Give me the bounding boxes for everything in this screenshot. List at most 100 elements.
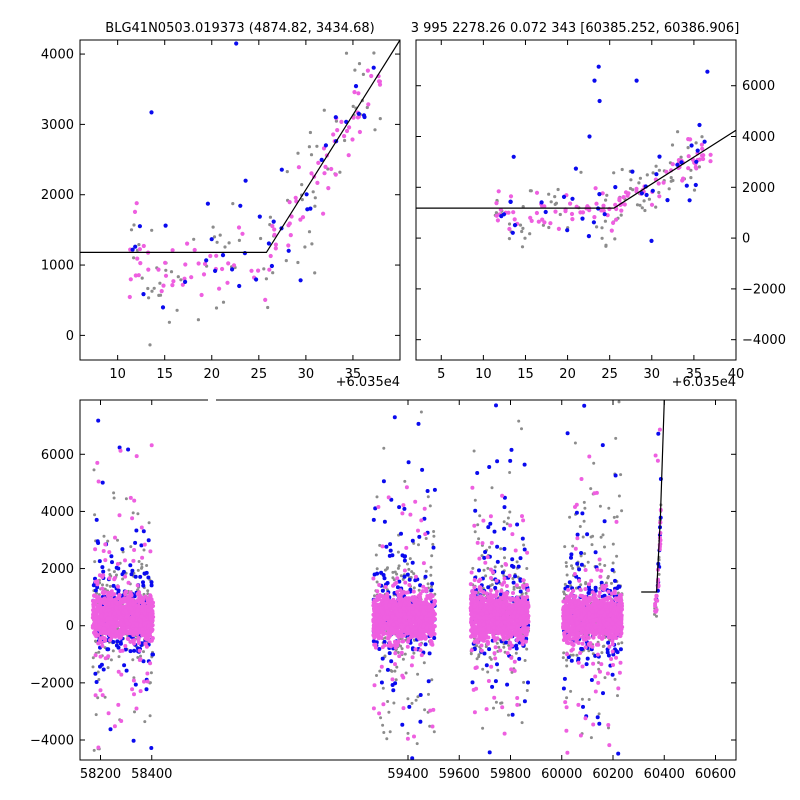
point-gray [520,427,523,431]
point-blue [610,672,615,677]
point-blue [130,568,135,573]
point-gray [640,206,644,210]
point-magenta [135,598,140,603]
point-blue [654,172,659,177]
point-gray [568,515,572,519]
point-blue [106,647,111,652]
point-magenta [424,625,429,631]
point-gray [512,585,516,589]
point-blue [95,585,100,590]
point-gray [521,226,525,230]
point-gray [590,543,594,547]
point-magenta [623,190,629,195]
point-gray [569,689,573,693]
point-magenta [397,618,403,623]
point-magenta [520,642,525,647]
point-magenta [296,165,301,170]
point-blue [509,447,514,452]
point-blue [486,585,491,590]
point-magenta [170,283,175,288]
point-gray [101,583,104,587]
point-gray [103,587,107,591]
point-blue [508,199,513,204]
point-magenta [373,642,378,647]
point-magenta [475,637,480,643]
point-magenta [231,263,237,268]
point-gray [631,188,635,192]
point-magenta [366,102,371,107]
point-magenta [509,618,514,623]
point-gray [97,650,101,654]
point-gray [106,539,110,543]
point-gray [388,730,392,734]
point-magenta [114,600,119,605]
point-blue [242,251,247,256]
panel-top-right-points [493,64,713,249]
point-blue [539,200,544,205]
point-gray [365,105,369,110]
point-blue [512,223,518,228]
point-blue [593,585,598,590]
point-gray [423,708,427,712]
point-gray [152,286,156,290]
point-magenta [335,128,340,133]
point-gray [259,236,263,241]
point-magenta [393,639,397,644]
point-gray [558,212,562,217]
panel-top-left-offset-label: +6.035e4 [336,375,400,390]
point-magenta [408,634,414,639]
point-gray [403,479,407,483]
point-magenta [508,523,513,528]
point-gray [475,644,478,648]
point-magenta [372,616,378,622]
point-gray [218,233,222,237]
point-magenta [123,608,128,613]
point-magenta [201,272,207,277]
point-magenta [393,651,398,656]
point-magenta [147,598,153,603]
point-magenta [534,190,540,195]
point-gray [372,51,376,55]
point-magenta [404,596,409,601]
point-magenta [421,624,426,629]
point-blue [298,278,303,283]
point-gray [469,652,473,656]
point-magenta [478,603,483,608]
point-gray [212,235,217,239]
point-blue [522,699,527,704]
point-magenta [697,157,702,162]
point-magenta [511,597,516,602]
point-magenta [399,650,404,655]
point-magenta [501,603,506,609]
point-magenta [388,619,394,624]
point-gray [428,504,432,508]
point-gray [148,343,152,347]
point-magenta [395,633,400,638]
point-magenta [504,584,509,588]
point-gray [375,495,379,499]
point-gray [580,697,584,701]
point-gray [599,535,603,539]
point-magenta [139,614,144,619]
point-magenta [664,169,669,174]
point-gray [617,642,620,646]
point-gray [427,692,430,696]
point-magenta [413,647,418,652]
point-gray [375,567,379,571]
point-blue [502,505,507,510]
point-magenta [496,189,501,194]
point-magenta [594,201,599,206]
point-gray [523,236,527,240]
point-gray [296,260,300,265]
point-outlier [243,178,248,183]
point-magenta [657,194,662,199]
point-magenta [375,633,380,639]
point-magenta [484,591,489,596]
point-blue [279,167,284,172]
point-gray [417,588,421,592]
point-gray [426,582,430,586]
point-magenta [401,675,406,680]
point-gray [175,308,179,312]
point-magenta [122,599,127,604]
point-gray [391,570,395,574]
